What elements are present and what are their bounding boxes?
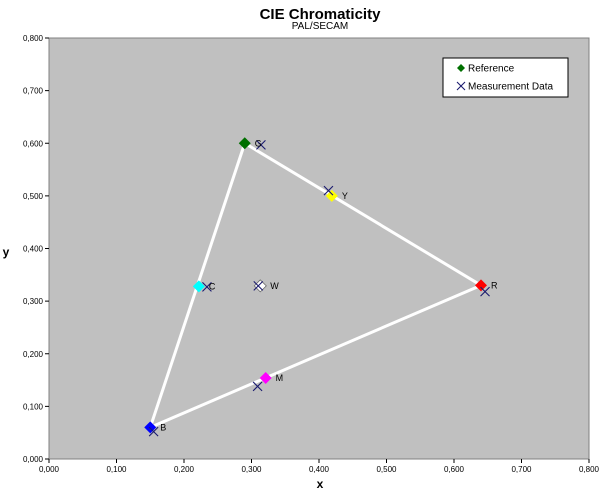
x-tick-label: 0,400 [309, 465, 330, 474]
measurement-point-b [148, 426, 159, 437]
reference-point-m [259, 371, 272, 384]
point-label-c: C [209, 281, 216, 291]
x-tick-label: 0,200 [174, 465, 195, 474]
measurement-point-w [253, 280, 264, 291]
y-axis-title: y [3, 245, 10, 259]
chart-title: CIE Chromaticity [260, 6, 382, 23]
reference-point-r [475, 279, 487, 292]
x-tick-label: 0,800 [579, 465, 600, 474]
y-tick-label: 0,300 [23, 297, 44, 306]
y-tick-label: 0,600 [23, 139, 44, 148]
plot-area [48, 37, 590, 460]
x-tick-label: 0,600 [444, 465, 465, 474]
chart-subtitle: PAL/SECAM [292, 21, 349, 32]
y-tick-label: 0,400 [23, 245, 44, 254]
legend-box [442, 57, 569, 98]
x-tick-label: 0,700 [511, 465, 532, 474]
measurement-point-g [256, 139, 266, 150]
measurement-point-m [252, 381, 263, 392]
measurement-point-r [480, 286, 490, 297]
y-axis-ticks: 0,000 0,100 0,200 0,300 0,400 0,500 0,600 0,700… [23, 34, 49, 464]
reference-series [144, 137, 487, 434]
point-labels: G Y R C W M B [160, 138, 498, 432]
measurement-series [148, 139, 490, 437]
measurement-point-y [323, 185, 334, 196]
point-label-r: R [491, 280, 498, 290]
x-tick-label: 0,500 [376, 465, 397, 474]
y-tick-label: 0,200 [23, 350, 44, 359]
reference-point-y [325, 189, 338, 202]
y-tick-label: 0,000 [23, 455, 44, 464]
point-label-g: G [255, 138, 262, 148]
point-label-m: M [276, 373, 284, 383]
legend-marker-diamond [457, 64, 465, 72]
legend: Reference Measurement Data [442, 57, 569, 98]
y-tick-label: 0,700 [23, 87, 44, 96]
legend-label: Reference [468, 64, 515, 75]
y-tick-label: 0,800 [23, 34, 44, 43]
point-label-y: Y [342, 191, 348, 201]
y-tick-label: 0,500 [23, 192, 44, 201]
point-label-b: B [160, 422, 166, 432]
x-tick-label: 0,300 [241, 465, 262, 474]
legend-label: Measurement Data [468, 82, 553, 93]
legend-marker-x [456, 81, 466, 91]
y-tick-label: 0,100 [23, 402, 44, 411]
reference-point-c [192, 280, 205, 293]
point-label-w: W [270, 281, 279, 291]
x-tick-label: 0,000 [39, 465, 60, 474]
reference-point-g [238, 137, 251, 150]
measurement-point-c [202, 282, 212, 292]
x-axis-title: x [317, 477, 324, 489]
reference-point-b [144, 421, 157, 434]
x-tick-label: 0,100 [106, 465, 127, 474]
x-axis-ticks: 0,000 0,100 0,200 0,300 0,400 0,500 0,600 0,700… [39, 459, 600, 474]
